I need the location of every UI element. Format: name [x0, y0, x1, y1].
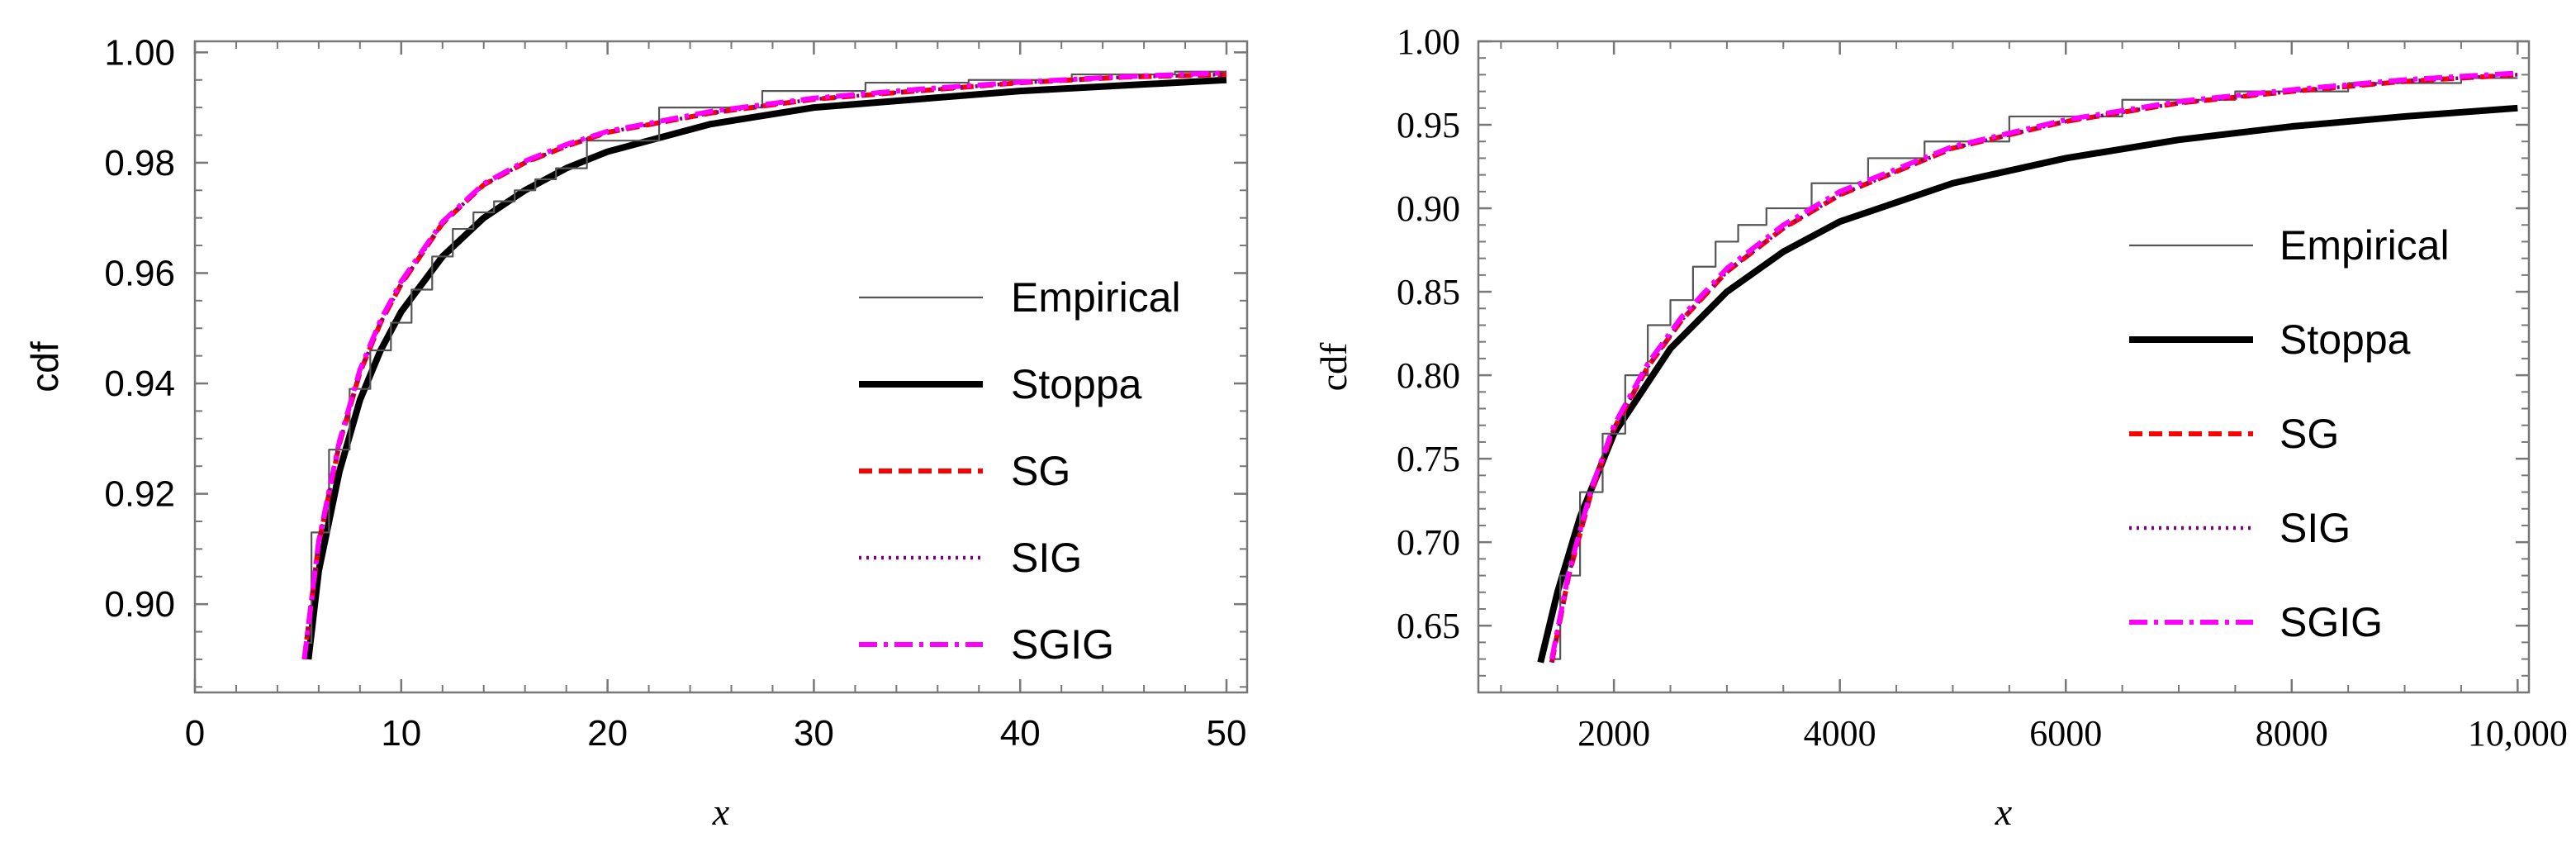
legend-label-sg: SG	[2279, 411, 2339, 457]
plot-frame	[1477, 40, 2531, 694]
left-chart-panel: 0 10 20 30 40 50 0.90 0.92 0.94 0.96 0.98 1.00 x cdf E…	[23, 32, 1249, 833]
legend-label-sg: SG	[1011, 448, 1070, 494]
y-tick-label: 0.94	[104, 364, 175, 404]
x-tick-label: 20	[587, 713, 628, 754]
legend-label-sgig: SGIG	[1011, 621, 1114, 668]
series-line-sgig	[1549, 70, 2518, 660]
y-tick-label: 0.96	[104, 253, 175, 293]
y-tick-label: 0.95	[1397, 105, 1460, 145]
x-tick-label: 0	[185, 713, 205, 754]
plot-frame	[193, 40, 1249, 694]
x-tick-label: 2000	[1577, 713, 1650, 754]
right-chart-panel: 2000 4000 6000 8000 10,000 0.65 0.70 0.75 0.80 0.…	[1312, 21, 2568, 833]
series-line-empirical	[304, 70, 1227, 644]
y-tick-label: 0.85	[1397, 272, 1460, 312]
x-tick-label: 40	[1000, 713, 1041, 754]
y-axis-label: cdf	[23, 341, 66, 392]
legend-label-stoppa: Stoppa	[2279, 316, 2411, 363]
y-tick-label: 0.65	[1397, 606, 1460, 646]
legend-label-sig: SIG	[2279, 505, 2351, 551]
x-tick-label: 10	[381, 713, 421, 754]
x-axis-label: x	[712, 791, 730, 833]
x-axis-label: x	[1995, 791, 2013, 833]
x-tick-label: 50	[1207, 713, 1247, 754]
x-tick-label: 8000	[2256, 713, 2328, 754]
y-tick-label: 0.70	[1397, 522, 1460, 563]
y-tick-label: 0.90	[104, 584, 175, 625]
legend-label-stoppa: Stoppa	[1011, 361, 1142, 407]
legend-label-empirical: Empirical	[2279, 222, 2450, 269]
y-tick-label: 1.00	[104, 32, 175, 73]
series-line-sig	[302, 72, 1227, 660]
series-line-sgig	[301, 70, 1227, 660]
x-tick-label: 6000	[2029, 713, 2102, 754]
legend-label-sgig: SGIG	[2279, 599, 2383, 645]
y-tick-label: 0.98	[104, 143, 175, 183]
y-tick-label: 0.90	[1397, 188, 1460, 229]
x-tick-label: 10,000	[2468, 713, 2568, 754]
y-tick-label: 1.00	[1397, 21, 1460, 62]
series-line-sig	[1549, 73, 2518, 664]
series-line-stoppa	[1537, 104, 2518, 664]
y-tick-label: 0.75	[1397, 439, 1460, 479]
y-tick-label: 0.80	[1397, 355, 1460, 396]
y-tick-label: 0.92	[104, 474, 175, 515]
x-tick-label: 30	[794, 713, 834, 754]
legend-label-empirical: Empirical	[1011, 274, 1181, 321]
y-axis-label: cdf	[1312, 342, 1354, 391]
x-tick-label: 4000	[1804, 713, 1876, 754]
legend-label-sig: SIG	[1011, 535, 1082, 581]
